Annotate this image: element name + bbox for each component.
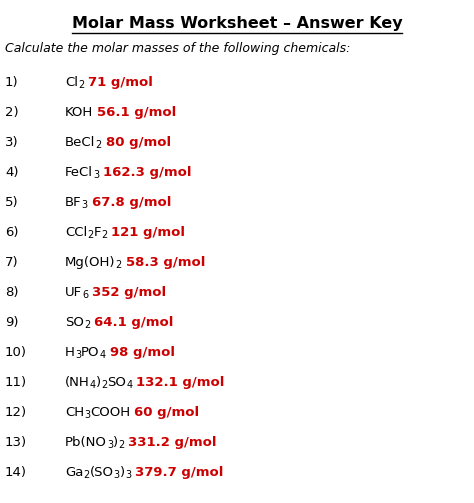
Text: 3: 3 — [84, 410, 90, 420]
Text: (NH: (NH — [65, 376, 90, 389]
Text: 3: 3 — [107, 440, 113, 450]
Text: 12): 12) — [5, 406, 27, 419]
Text: 2: 2 — [101, 380, 107, 390]
Text: 4): 4) — [5, 166, 18, 179]
Text: 9): 9) — [5, 316, 18, 329]
Text: 60 g/mol: 60 g/mol — [134, 406, 200, 419]
Text: 2: 2 — [95, 140, 101, 150]
Text: 80 g/mol: 80 g/mol — [106, 136, 171, 149]
Text: PO: PO — [81, 346, 100, 359]
Text: SO: SO — [65, 316, 84, 329]
Text: CCl: CCl — [65, 226, 87, 239]
Text: 3: 3 — [93, 170, 99, 180]
Text: 10): 10) — [5, 346, 27, 359]
Text: Ga: Ga — [65, 466, 83, 479]
Text: 7): 7) — [5, 256, 18, 269]
Text: 2: 2 — [118, 440, 124, 450]
Text: ): ) — [120, 466, 125, 479]
Text: 5): 5) — [5, 196, 18, 209]
Text: 2): 2) — [5, 106, 18, 119]
Text: 71 g/mol: 71 g/mol — [88, 76, 153, 89]
Text: 352 g/mol: 352 g/mol — [92, 286, 166, 299]
Text: 8): 8) — [5, 286, 18, 299]
Text: 132.1 g/mol: 132.1 g/mol — [136, 376, 225, 389]
Text: 3): 3) — [5, 136, 18, 149]
Text: 4: 4 — [90, 380, 96, 390]
Text: UF: UF — [65, 286, 82, 299]
Text: Molar Mass Worksheet – Answer Key: Molar Mass Worksheet – Answer Key — [72, 16, 402, 31]
Text: 3: 3 — [75, 350, 81, 360]
Text: 3: 3 — [82, 200, 88, 210]
Text: 2: 2 — [78, 80, 84, 90]
Text: H: H — [65, 346, 75, 359]
Text: 2: 2 — [101, 230, 107, 240]
Text: 64.1 g/mol: 64.1 g/mol — [94, 316, 173, 329]
Text: 6): 6) — [5, 226, 18, 239]
Text: 162.3 g/mol: 162.3 g/mol — [103, 166, 191, 179]
Text: Mg(OH): Mg(OH) — [65, 256, 116, 269]
Text: 4: 4 — [126, 380, 132, 390]
Text: 3: 3 — [114, 470, 120, 480]
Text: 58.3 g/mol: 58.3 g/mol — [126, 256, 205, 269]
Text: F: F — [93, 226, 101, 239]
Text: 11): 11) — [5, 376, 27, 389]
Text: Cl: Cl — [65, 76, 78, 89]
Text: KOH: KOH — [65, 106, 93, 119]
Text: CH: CH — [65, 406, 84, 419]
Text: 3: 3 — [125, 470, 131, 480]
Text: COOH: COOH — [90, 406, 130, 419]
Text: FeCl: FeCl — [65, 166, 93, 179]
Text: 2: 2 — [84, 320, 90, 330]
Text: ): ) — [113, 436, 118, 449]
Text: 379.7 g/mol: 379.7 g/mol — [135, 466, 223, 479]
Text: 56.1 g/mol: 56.1 g/mol — [97, 106, 176, 119]
Text: 121 g/mol: 121 g/mol — [111, 226, 185, 239]
Text: 6: 6 — [82, 290, 88, 300]
Text: 67.8 g/mol: 67.8 g/mol — [92, 196, 171, 209]
Text: BeCl: BeCl — [65, 136, 95, 149]
Text: 2: 2 — [116, 260, 122, 270]
Text: (SO: (SO — [90, 466, 114, 479]
Text: BF: BF — [65, 196, 82, 209]
Text: 331.2 g/mol: 331.2 g/mol — [128, 436, 217, 449]
Text: SO: SO — [107, 376, 126, 389]
Text: ): ) — [96, 376, 101, 389]
Text: Pb(NO: Pb(NO — [65, 436, 107, 449]
Text: Calculate the molar masses of the following chemicals:: Calculate the molar masses of the follow… — [5, 42, 350, 55]
Text: 4: 4 — [100, 350, 106, 360]
Text: 14): 14) — [5, 466, 27, 479]
Text: 1): 1) — [5, 76, 18, 89]
Text: 2: 2 — [83, 470, 90, 480]
Text: 98 g/mol: 98 g/mol — [109, 346, 174, 359]
Text: 13): 13) — [5, 436, 27, 449]
Text: 2: 2 — [87, 230, 93, 240]
